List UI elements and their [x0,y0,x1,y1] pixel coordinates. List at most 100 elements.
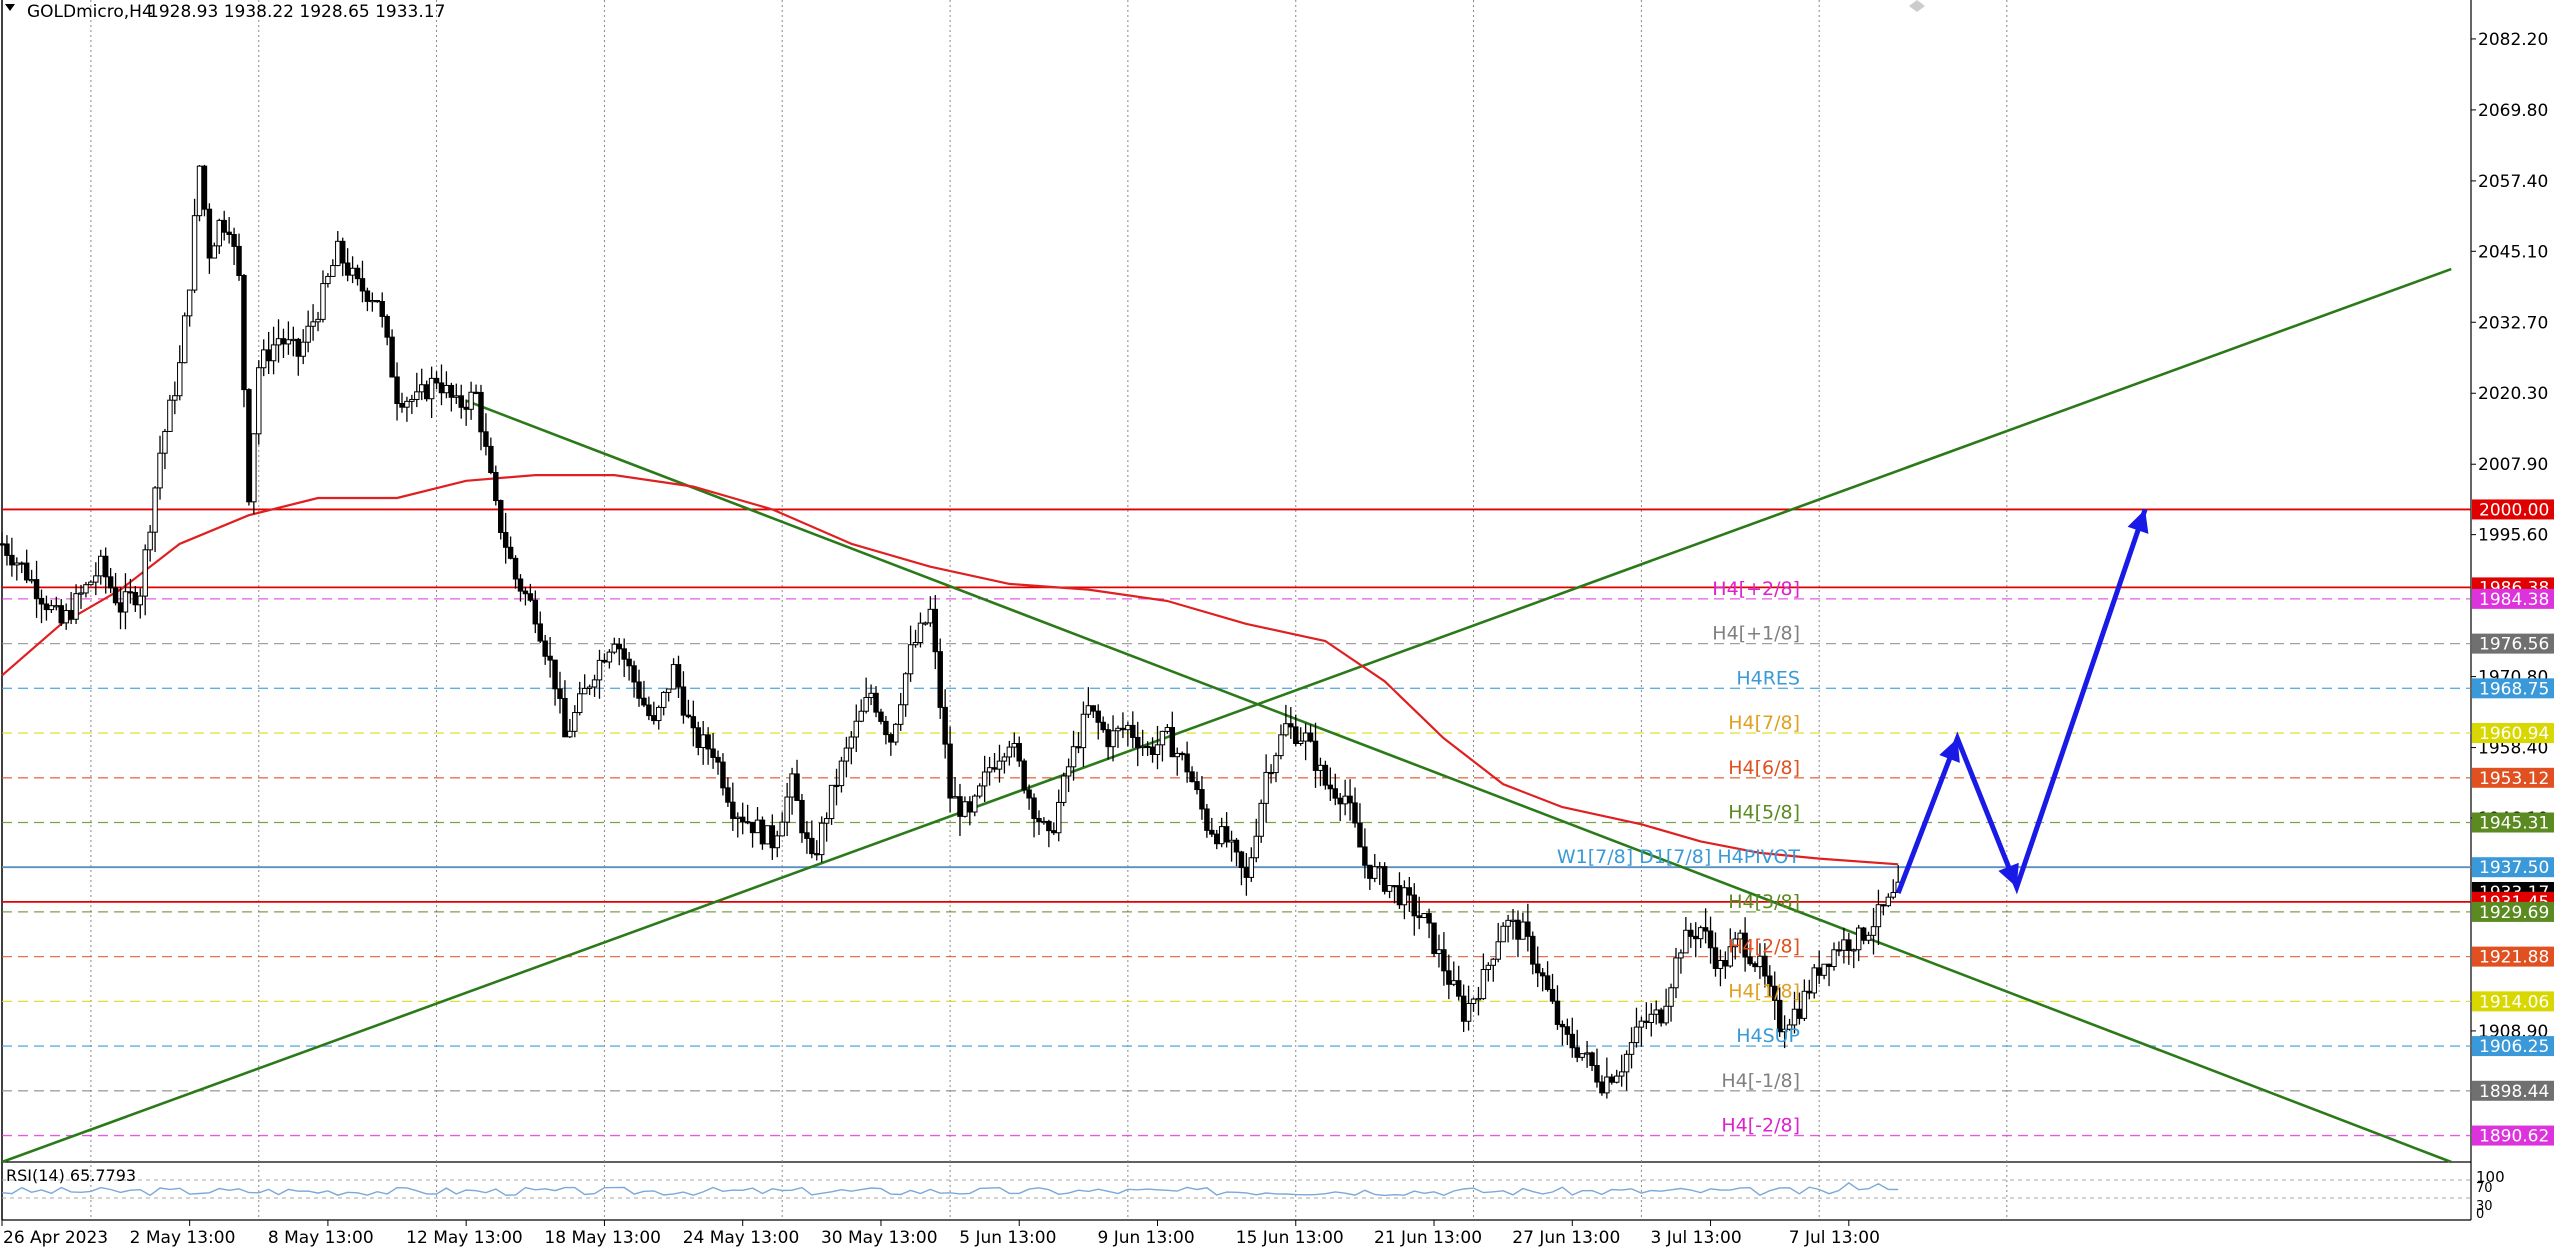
level-label: W1[7/8] D1[7/8] H4PIVOT [1557,846,1801,868]
candle-body [389,336,395,378]
candle-body [177,362,183,397]
price-tag-bg [2472,767,2554,788]
time-tick-label: 18 May 13:00 [544,1228,661,1248]
candle-body [1209,829,1215,835]
candle-body [399,403,405,408]
candle-body [952,796,958,799]
price-tick-label: 1995.60 [2478,526,2548,546]
candle-body [88,581,94,586]
candle-body [428,377,435,400]
candle-body [463,406,469,410]
chart-title: GOLDmicro,H4 [27,2,153,22]
price-tag-label: 1976.56 [2479,635,2549,655]
candle-body [83,584,89,594]
candle-body [1455,980,1462,997]
candle-body [344,262,351,276]
candle-body [1865,934,1872,941]
price-tag-bg [2472,901,2554,922]
candle-body [774,835,780,849]
candle-body [1673,957,1679,989]
candle-body [1614,1075,1620,1083]
candle-body [1110,730,1116,748]
candle-body [1189,771,1195,783]
price-tags: 2000.001986.381984.381976.561968.751960.… [2472,499,2554,1147]
candle-body [1263,771,1269,804]
candle-body [181,315,188,364]
candle-body [814,853,820,856]
candle-body [1549,988,1556,1002]
candle-body [1317,764,1324,771]
price-tag-label: 1960.94 [2479,724,2549,744]
candle-body [404,400,410,408]
level-label: H4[+2/8] [1712,578,1800,600]
candle-body [1495,941,1501,960]
candle-body [73,593,79,620]
candle-body [1297,740,1304,744]
candle-body [1100,721,1106,731]
candle-body [1046,820,1052,832]
candle-body [907,644,914,675]
time-tick-label: 7 Jul 13:00 [1789,1228,1880,1248]
candle-body [443,384,450,394]
candle-body [369,300,376,303]
candle-body [38,597,45,605]
candle-body [843,747,850,762]
dropdown-triangle-icon[interactable] [5,4,15,11]
candle-body [981,771,988,787]
candle-body [873,692,879,713]
candle-body [1490,958,1496,966]
candle-body [1376,866,1383,869]
rsi-tick-0: 0 [2476,1207,2484,1222]
candle-body [912,642,919,646]
candle-body [310,321,316,327]
candle-body [577,693,583,714]
scroll-marker-icon[interactable] [1909,0,1925,12]
candle-body [23,562,30,581]
rsi-tick-30: 30 [2476,1199,2493,1214]
candle-body [1752,963,1758,968]
candle-body [606,651,613,663]
time-tick-label: 12 May 13:00 [406,1228,523,1248]
candle-body [1070,746,1077,768]
time-tick-label: 15 Jun 13:00 [1236,1228,1344,1248]
candle-body [1811,967,1817,994]
candle-body [833,784,840,788]
trendlines [1,267,2452,1164]
candle-body [1362,846,1368,866]
candle-body [893,723,899,743]
candle-body [769,825,776,849]
candle-body [1386,885,1393,892]
rsi-label: RSI(14) 65.7793 [6,1166,136,1185]
candle-body [1006,746,1013,758]
candle-body [14,562,20,566]
candle-body [1204,808,1210,831]
candle-body [1776,999,1783,1033]
candle-body [374,300,381,303]
candle-body [1554,1000,1561,1025]
candle-body [1722,960,1729,967]
price-tick-label: 2045.10 [2478,242,2548,262]
candle-body [122,591,129,613]
candle-body [1041,820,1047,824]
candle-body [1233,839,1240,853]
candle-body [986,767,993,773]
price-axis-ticks: 2082.20 2069.80 2057.40 2045.10 2032.70 2020.… [2471,30,2548,1042]
candle-body [1831,949,1837,968]
candle-body [1159,730,1166,746]
candle-body [1618,1071,1625,1077]
candle-body [542,640,548,657]
candle-body [754,819,761,834]
candle-body [1115,727,1121,732]
trendline-ascending [1,267,2452,1164]
candle-body [1791,1008,1798,1026]
candle-body [764,825,771,845]
candle-body [414,391,420,400]
candle-body [1085,705,1092,715]
candle-body [680,686,687,716]
candle-body [883,720,889,736]
arrowhead [1998,862,2019,888]
candle-body [147,531,153,551]
candle-body [1243,867,1250,878]
